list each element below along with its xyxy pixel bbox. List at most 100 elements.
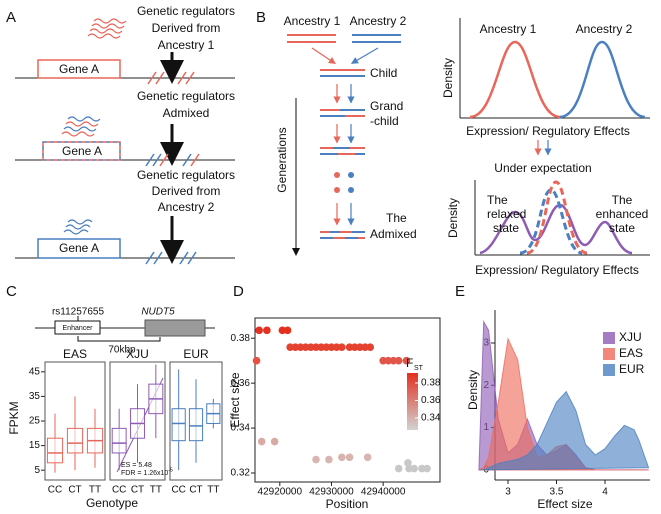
y-tick-label: 0.36 [231, 378, 251, 389]
x-tick-label: CT [189, 485, 202, 496]
gene-box [37, 59, 121, 79]
ancestry-label: Ancestry 1 [284, 14, 341, 28]
y-tick-label: 15 [29, 440, 41, 451]
x-tick-label: 3.5 [550, 487, 564, 498]
colorbar-tick-label: 0.36 [421, 395, 441, 406]
density-curve [519, 188, 583, 255]
annotation: FDR = 1.26x10 [121, 470, 168, 477]
x-tick-label: TT [150, 485, 162, 496]
legend-label: XJU [619, 330, 642, 344]
regulators [147, 71, 195, 85]
point [394, 464, 403, 473]
regulator-text: Ancestry 2 [158, 200, 215, 214]
transcripts [87, 18, 127, 39]
enhancer-box [54, 320, 101, 335]
density-curve [559, 40, 646, 119]
state-label: enhanced [596, 207, 649, 221]
curve-label: Ancestry 1 [480, 22, 537, 36]
gene-label: Gene A [59, 62, 99, 76]
stage-label: The [386, 211, 407, 225]
x-tick-label: 42930000 [309, 487, 354, 498]
gene-label: NUDT5 [141, 307, 175, 318]
panel-label: B [256, 9, 266, 26]
regulator-text: Genetic regulators [137, 89, 235, 103]
axis-label: FPKM [7, 401, 21, 434]
density-area [478, 390, 650, 471]
stage-label: Child [370, 66, 397, 80]
generations-label: Generations [275, 127, 289, 192]
panel-label: D [233, 283, 244, 300]
chromosomes [287, 34, 401, 239]
point [257, 437, 266, 446]
regulators [145, 153, 200, 167]
y-tick-label: 45 [29, 366, 41, 377]
regulator-text: Derived from [152, 184, 221, 198]
legend-label: EAS [619, 346, 643, 360]
point [283, 326, 292, 335]
axis-label: Density [441, 58, 455, 98]
box [188, 408, 204, 442]
axis-label: Expression/ Regulatory Effects [475, 263, 639, 277]
x-tick-label: CC [112, 485, 126, 496]
stage-label: -child [370, 114, 399, 128]
x-tick-label: 3 [505, 487, 511, 498]
transcripts [63, 219, 93, 235]
axis-label: Density [466, 370, 480, 410]
y-tick-label: 5 [34, 465, 40, 476]
inheritance-arrows [311, 47, 379, 226]
state-label: relaxed [487, 207, 526, 221]
axis-label: Expression/ Regulatory Effects [466, 124, 630, 138]
regulator-text: Admixed [163, 106, 210, 120]
box [66, 427, 84, 454]
colorbar [407, 373, 418, 430]
colorbar-tick-label: 0.38 [421, 378, 441, 389]
legend-swatch [603, 364, 615, 376]
facet-frame [169, 361, 223, 481]
point [363, 453, 372, 462]
snp-label: rs11257655 [52, 307, 105, 318]
distance-label: 70kbp [108, 345, 136, 356]
box [46, 437, 64, 464]
regulators [145, 251, 197, 265]
distance-bracket [77, 336, 161, 342]
x-tick-label: TT [207, 485, 219, 496]
x-tick-label: 42940000 [361, 487, 406, 498]
colorbar-title: F [406, 356, 413, 370]
point [338, 343, 346, 352]
y-tick-label: 0.38 [231, 333, 251, 344]
axis-label: Effect size [537, 497, 592, 511]
axis-label: Density [446, 198, 460, 238]
y-tick-label: 25 [29, 416, 41, 427]
facet-title: EUR [183, 347, 209, 361]
colorbar-tick-label: 0.34 [421, 413, 441, 424]
density-curve [526, 180, 588, 255]
panel-b: B Ancestry 1 Ancestry 2 Child Grand -chi… [256, 9, 650, 277]
point [402, 356, 411, 365]
legend-swatch [603, 348, 615, 360]
x-tick-label: CT [131, 485, 144, 496]
stage-label: Grand [370, 99, 403, 113]
regulator-text: Genetic regulators [137, 168, 235, 182]
box [111, 427, 127, 454]
point [394, 356, 403, 365]
panel-label: A [6, 9, 16, 26]
state-label: state [609, 221, 635, 235]
ancestry-label: Ancestry 2 [350, 14, 407, 28]
state-label: The [612, 193, 633, 207]
x-tick-label: CC [48, 485, 62, 496]
colorbar-title-sub: ST [414, 365, 424, 372]
axis-label: Effect size [228, 372, 242, 427]
axis-label: Genotype [86, 496, 138, 510]
panel-a: A Genetic regulators Derived from Ancest… [6, 4, 235, 265]
gene-box [144, 319, 206, 337]
subtitle: Under expectation [494, 161, 591, 175]
facet-frame [109, 361, 166, 481]
point [255, 326, 263, 335]
x-tick-label: 4 [602, 487, 608, 498]
density-curve [469, 40, 561, 119]
box [171, 408, 186, 442]
annotation-superscript: -5 [168, 467, 173, 473]
y-tick-label: 0.32 [231, 468, 251, 479]
x-tick-label: CT [68, 485, 81, 496]
